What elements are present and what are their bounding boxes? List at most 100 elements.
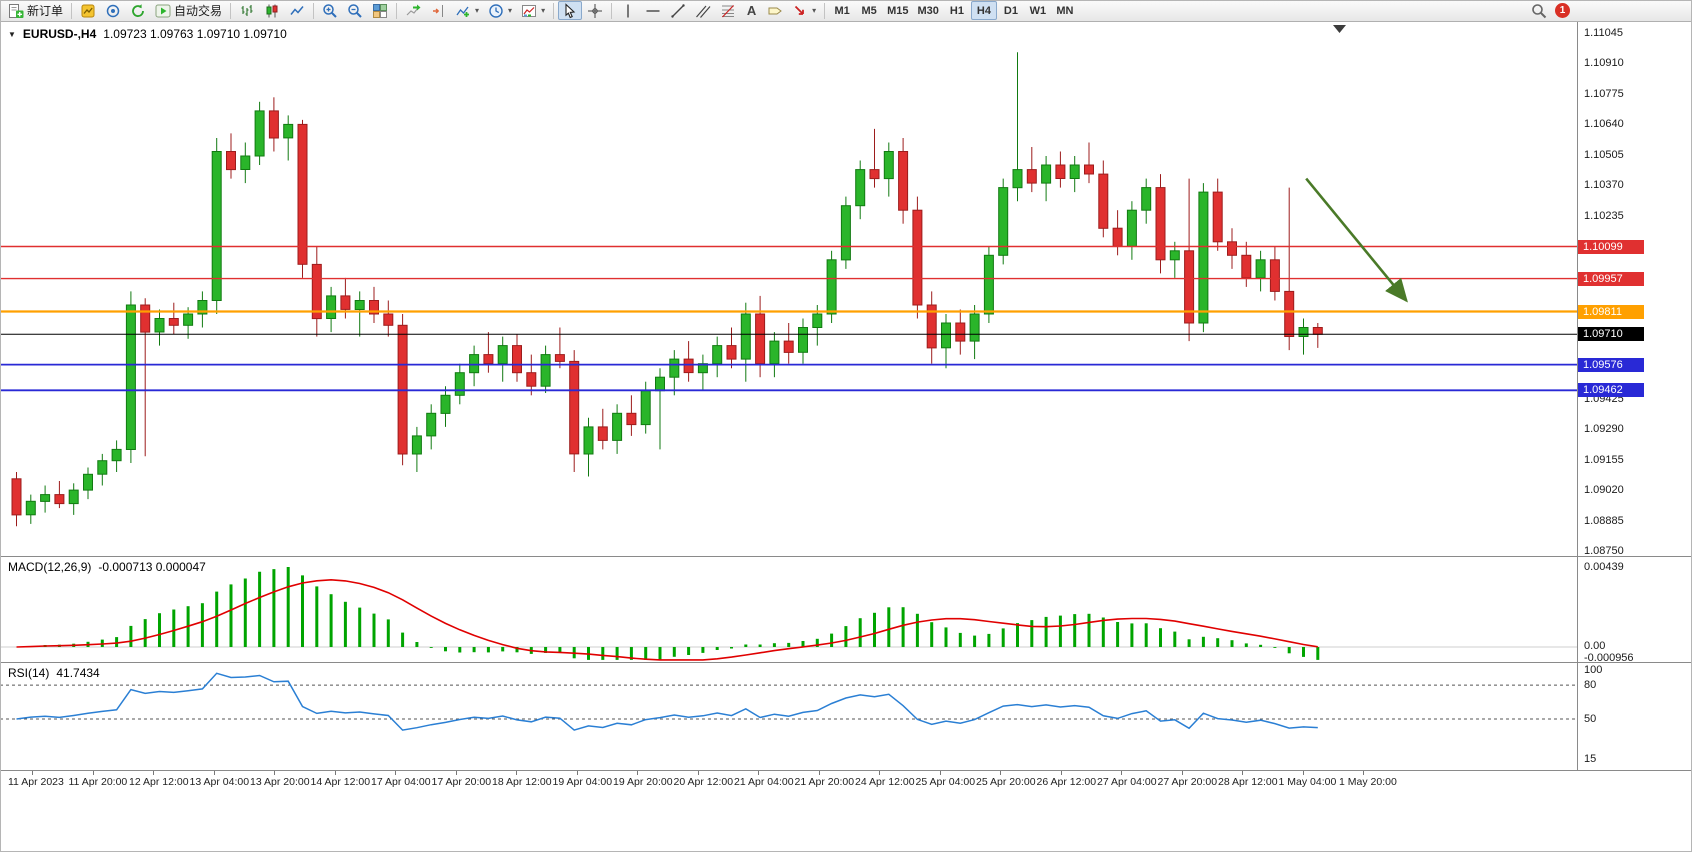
search-icon[interactable] <box>1531 3 1547 19</box>
zoom-in-icon <box>323 3 337 18</box>
time-axis-tick <box>637 771 638 775</box>
rsi-line <box>16 672 1318 731</box>
price-axis-label: 1.09155 <box>1584 453 1624 466</box>
templates-button[interactable]: ▾ <box>517 1 549 20</box>
data-window-button[interactable] <box>101 1 125 20</box>
price-chart-canvas[interactable] <box>0 22 1577 556</box>
label-tool-button[interactable] <box>763 1 787 20</box>
time-axis-tick <box>1363 771 1364 775</box>
price-axis-label: 1.08750 <box>1584 545 1624 557</box>
time-axis-tick <box>576 771 578 775</box>
timeframe-m1-button[interactable]: M1 <box>829 1 855 20</box>
zoom-out-button[interactable] <box>343 1 367 20</box>
zoom-out-icon <box>348 3 362 18</box>
time-axis-tick <box>455 771 457 775</box>
cursor-tool-button[interactable] <box>558 1 583 20</box>
chart-shift-marker <box>1333 25 1346 33</box>
price-level-badge: 1.09710 <box>1578 327 1644 342</box>
line-chart-button[interactable] <box>285 1 309 20</box>
timeframe-h4-button[interactable]: H4 <box>970 1 997 20</box>
price-axis-label: 1.10775 <box>1584 87 1624 100</box>
toolbar-separator <box>313 2 315 19</box>
market-watch-button[interactable] <box>76 1 100 20</box>
annotation-arrow <box>1305 177 1408 303</box>
periods-button[interactable]: ▾ <box>484 1 516 20</box>
vertical-line-tool-button[interactable] <box>616 1 640 20</box>
rsi-axis-label: 15 <box>1584 752 1597 765</box>
indicators-button[interactable]: ▾ <box>451 1 483 20</box>
navigator-button[interactable] <box>126 1 150 20</box>
rsi-panel-canvas[interactable] <box>0 663 1577 770</box>
time-axis-tick <box>818 771 820 775</box>
macd-panel-canvas[interactable] <box>0 557 1577 661</box>
notification-badge[interactable]: 1 <box>1555 3 1570 18</box>
chart-menu-icon[interactable]: ▼ <box>8 29 16 39</box>
bars-chart-button[interactable] <box>235 1 259 20</box>
horizontal-line-tool-button[interactable] <box>641 1 665 20</box>
time-axis-label: 25 Apr 04:00 <box>915 776 976 788</box>
rsi-label: RSI(14) <box>8 666 50 680</box>
timeframe-m30-button[interactable]: M30 <box>914 1 943 20</box>
new-order-button[interactable]: 新订单 <box>4 1 67 20</box>
time-axis-tick <box>213 771 215 775</box>
time-axis-label: 14 Apr 12:00 <box>310 776 371 788</box>
price-level-badge: 1.09811 <box>1578 304 1644 319</box>
panel-separator[interactable] <box>0 556 1692 557</box>
time-axis-label: 13 Apr 04:00 <box>189 776 250 788</box>
crosshair-tool-button[interactable] <box>583 1 607 20</box>
time-axis-tick <box>32 771 33 775</box>
time-axis[interactable]: 11 Apr 2023 11 Apr 20:00 12 Apr 12:00 13 Ap… <box>0 770 1692 792</box>
arrow-tool-icon <box>794 5 804 15</box>
trendline-tool-button[interactable] <box>666 1 690 20</box>
macd-histogram <box>29 567 1320 660</box>
trendline-icon <box>671 3 685 18</box>
rsi-axis-label: 50 <box>1584 713 1597 725</box>
timeframe-m15-button[interactable]: M15 <box>883 1 912 20</box>
timeframe-w1-button[interactable]: W1 <box>1025 1 1051 20</box>
zoom-in-button[interactable] <box>318 1 342 20</box>
label-icon <box>768 7 782 14</box>
time-axis-label: 28 Apr 12:00 <box>1218 776 1278 788</box>
tile-windows-button[interactable] <box>368 1 392 20</box>
cursor-icon <box>565 2 576 18</box>
rsi-axis-label: 100 <box>1584 664 1603 676</box>
text-tool-button[interactable]: A <box>741 1 762 20</box>
time-axis-tick <box>1060 771 1062 775</box>
time-axis-label: 1 May 20:00 <box>1339 776 1397 788</box>
macd-axis-label: 0.00439 <box>1584 561 1624 573</box>
time-axis-tick <box>697 771 699 775</box>
crosshair-icon <box>588 3 603 18</box>
toolbar-separator <box>230 2 232 19</box>
toolbar-separator <box>396 2 398 19</box>
timeframe-m5-button[interactable]: M5 <box>856 1 882 20</box>
panel-separator[interactable] <box>0 662 1692 663</box>
time-axis-label: 20 Apr 12:00 <box>673 776 734 788</box>
channel-icon <box>696 5 711 18</box>
auto-scroll-button[interactable] <box>401 1 425 20</box>
price-axis-label: 1.09020 <box>1584 484 1624 497</box>
arrows-tool-button[interactable]: ▾ <box>788 1 820 20</box>
autotrading-button[interactable]: 自动交易 <box>151 1 226 20</box>
time-axis-label: 11 Apr 2023 <box>8 776 64 788</box>
chevron-down-icon: ▾ <box>812 6 817 15</box>
tile-windows-icon <box>373 3 388 18</box>
time-axis-label: 21 Apr 04:00 <box>734 776 794 788</box>
channel-tool-button[interactable] <box>691 1 715 20</box>
chart-shift-icon <box>433 4 444 17</box>
fibonacci-tool-button[interactable] <box>716 1 740 20</box>
new-order-icon <box>9 3 24 18</box>
price-axis-label: 1.10910 <box>1584 57 1624 70</box>
price-axis-label: 1.11045 <box>1584 27 1623 39</box>
time-axis-tick <box>1121 771 1122 775</box>
timeframe-d1-button[interactable]: D1 <box>998 1 1024 20</box>
macd-signal-line <box>16 578 1318 661</box>
timeframe-h1-button[interactable]: H1 <box>944 1 970 20</box>
time-axis-tick <box>1242 771 1243 775</box>
candlestick-chart-button[interactable] <box>260 1 284 20</box>
chart-header: ▼ EURUSD-,H4 1.09723 1.09763 1.09710 1.0… <box>8 27 287 41</box>
price-axis[interactable]: 1.11045 1.10910 1.10775 1.10640 1.10505 1.103… <box>1577 22 1692 770</box>
main-toolbar: 新订单 自动交易 ▾ ▾ ▾ A ▾ M1 M5 M15 M30 H1 H4 D1 W1 MN … <box>0 0 1692 22</box>
timeframe-mn-button[interactable]: MN <box>1052 1 1078 20</box>
chart-shift-button[interactable] <box>426 1 450 20</box>
